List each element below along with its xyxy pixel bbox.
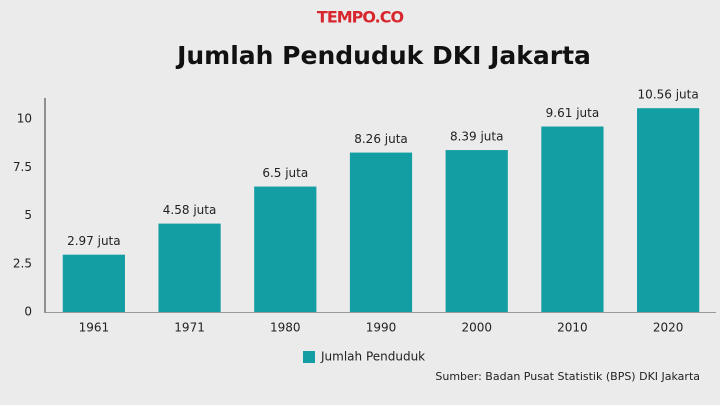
value-label: 2.97 juta [67, 234, 121, 248]
x-tick-label: 1990 [366, 321, 397, 335]
x-tick-label: 1980 [270, 321, 301, 335]
x-tick-label: 1961 [79, 321, 110, 335]
value-label: 4.58 juta [163, 203, 217, 217]
legend-swatch [303, 351, 315, 363]
x-tick-label: 2000 [461, 321, 492, 335]
bar [541, 126, 604, 312]
x-tick-label: 2020 [653, 321, 684, 335]
bar [158, 223, 221, 312]
legend-label: Jumlah Penduduk [320, 350, 425, 364]
x-tick-label: 2010 [557, 321, 588, 335]
source: Sumber: Badan Pusat Statistik (BPS) DKI … [435, 370, 700, 383]
chart-title: Jumlah Penduduk DKI Jakarta [175, 41, 591, 70]
bar [62, 254, 125, 312]
value-label: 10.56 juta [638, 88, 699, 102]
bar [254, 186, 317, 312]
y-tick-label: 0 [24, 305, 32, 319]
bar [349, 152, 413, 312]
value-label: 8.39 juta [450, 130, 504, 144]
y-tick-label: 2.5 [13, 256, 32, 270]
value-label: 6.5 juta [262, 166, 308, 180]
bar [445, 150, 508, 312]
logo: TEMPO.CO [317, 8, 404, 27]
x-tick-label: 1971 [174, 321, 205, 335]
y-tick-label: 7.5 [13, 160, 32, 174]
value-label: 8.26 juta [354, 132, 408, 146]
bar [637, 108, 700, 312]
value-label: 9.61 juta [546, 106, 600, 120]
y-tick-label: 5 [24, 208, 32, 222]
y-tick-label: 10 [17, 112, 32, 126]
